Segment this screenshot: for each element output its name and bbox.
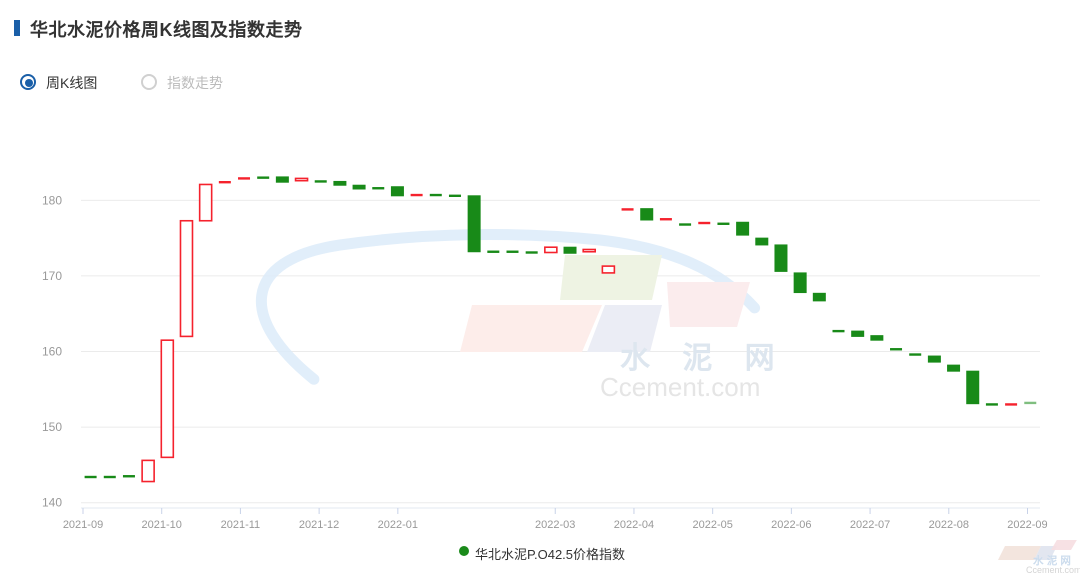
svg-text:170: 170: [42, 269, 62, 283]
svg-text:水 泥 网: 水 泥 网: [620, 342, 787, 375]
svg-text:2022-07: 2022-07: [850, 519, 890, 531]
svg-text:Ccement.com: Ccement.com: [600, 372, 760, 402]
svg-text:2022-04: 2022-04: [614, 519, 654, 531]
svg-text:2021-09: 2021-09: [63, 519, 103, 531]
svg-text:2022-01: 2022-01: [378, 519, 418, 531]
svg-text:2021-12: 2021-12: [299, 519, 339, 531]
svg-text:2022-08: 2022-08: [929, 519, 969, 531]
svg-text:180: 180: [42, 193, 62, 207]
svg-text:140: 140: [42, 496, 62, 510]
svg-text:2022-06: 2022-06: [771, 519, 811, 531]
svg-text:160: 160: [42, 345, 62, 359]
svg-text:2022-03: 2022-03: [535, 519, 575, 531]
svg-text:2022-09: 2022-09: [1007, 519, 1047, 531]
svg-text:2022-05: 2022-05: [692, 519, 732, 531]
svg-text:2021-11: 2021-11: [221, 519, 261, 531]
svg-text:150: 150: [42, 420, 62, 434]
svg-text:Ccement.com: Ccement.com: [1026, 565, 1080, 575]
svg-text:2021-10: 2021-10: [142, 519, 182, 531]
